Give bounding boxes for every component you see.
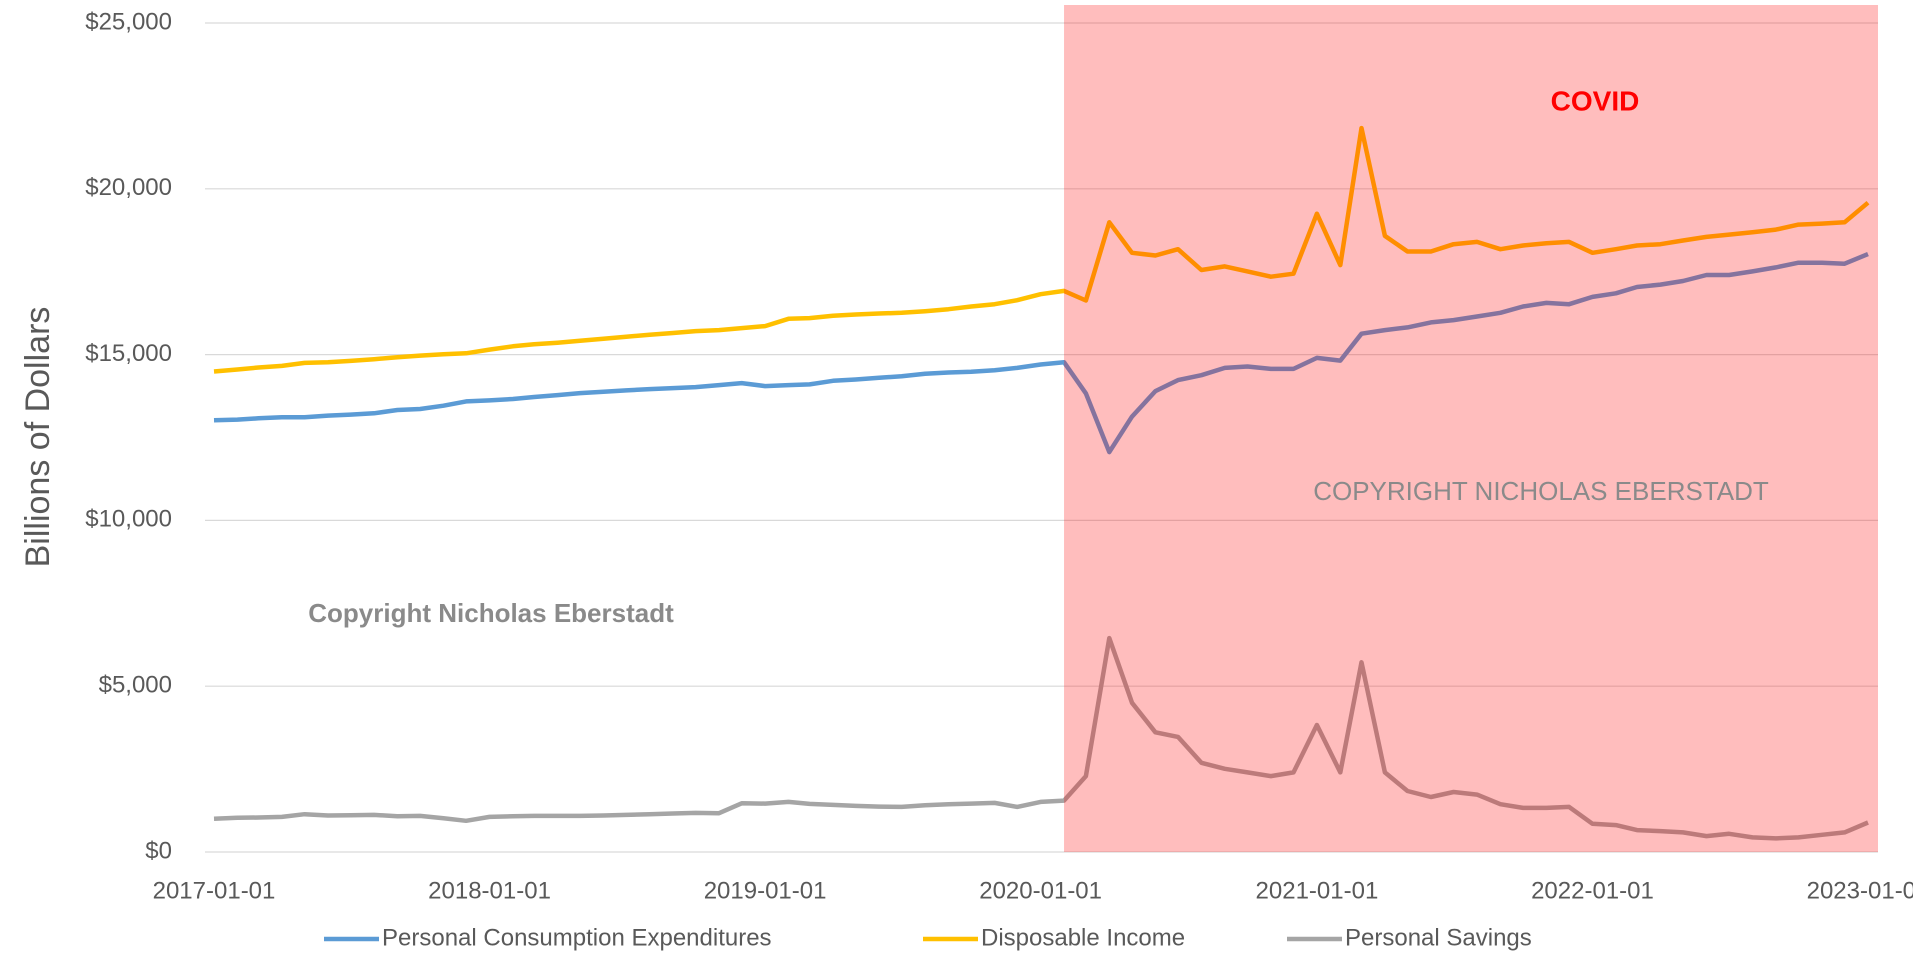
legend-label: Personal Consumption Expenditures — [382, 924, 772, 951]
y-tick-label: $15,000 — [85, 340, 172, 367]
annotation: Copyright Nicholas Eberstadt — [308, 598, 674, 628]
data-line — [213, 635, 1869, 841]
y-axis-title: Billions of Dollars — [19, 307, 57, 568]
legend-label: Disposable Income — [981, 924, 1185, 951]
legend-label: Personal Savings — [1345, 924, 1532, 951]
x-tick-label: 2019-01-01 — [704, 877, 827, 904]
covid-highlight — [1064, 5, 1878, 852]
y-tick-label: $0 — [145, 837, 172, 864]
annotation: COPYRIGHT NICHOLAS EBERSTADT — [1313, 476, 1769, 506]
x-tick-label: 2020-01-01 — [979, 877, 1102, 904]
y-tick-label: $5,000 — [99, 672, 172, 699]
y-tick-label: $20,000 — [85, 174, 172, 201]
x-tick-label: 2018-01-01 — [428, 877, 551, 904]
x-tick-label: 2023-01-01 — [1807, 877, 1913, 904]
y-tick-label: $25,000 — [85, 8, 172, 35]
x-tick-label: 2021-01-01 — [1256, 877, 1379, 904]
y-tick-label: $10,000 — [85, 506, 172, 533]
data-line — [213, 252, 1869, 455]
data-line — [213, 125, 1870, 374]
x-tick-label: 2017-01-01 — [153, 877, 276, 904]
highlight-label: COVID — [1551, 85, 1640, 116]
x-tick-label: 2022-01-01 — [1531, 877, 1654, 904]
